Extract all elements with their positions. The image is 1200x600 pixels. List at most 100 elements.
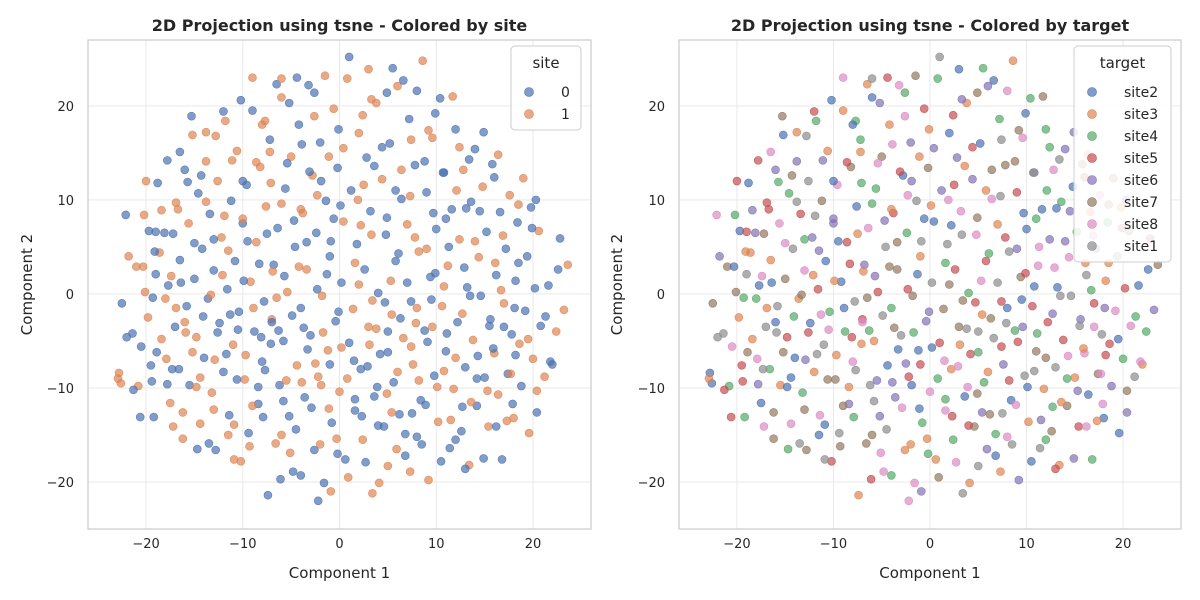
scatter-point: [842, 157, 852, 167]
scatter-point: [510, 303, 519, 313]
scatter-point: [820, 455, 830, 464]
scatter-point: [923, 449, 933, 459]
scatter-point: [1050, 263, 1059, 272]
scatter-point: [240, 375, 250, 384]
scatter-point: [138, 262, 148, 271]
scatter-point: [805, 318, 815, 328]
scatter-point: [862, 293, 872, 302]
scatter-point: [1092, 416, 1102, 426]
scatter-point: [821, 256, 831, 266]
scatter-point: [951, 457, 961, 467]
scatter-point: [292, 361, 302, 370]
x-tick-label: 20: [525, 537, 542, 552]
scatter-point: [163, 156, 172, 165]
scatter-point: [348, 304, 358, 314]
scatter-point: [414, 376, 424, 385]
scatter-point: [404, 114, 414, 124]
scatter-point: [744, 178, 753, 188]
scatter-point: [493, 150, 503, 160]
scatter-point: [139, 210, 149, 220]
scatter-point: [902, 228, 912, 238]
scatter-point: [422, 244, 431, 254]
scatter-point: [265, 135, 275, 144]
scatter-point: [766, 255, 776, 265]
scatter-point: [536, 321, 546, 331]
scatter-point: [455, 142, 464, 152]
scatter-point: [947, 411, 957, 421]
scatter-point: [173, 204, 183, 214]
scatter-point: [284, 411, 294, 421]
scatter-point: [973, 88, 982, 97]
scatter-point: [802, 131, 811, 141]
scatter-point: [786, 373, 796, 382]
scatter-point: [1070, 373, 1080, 382]
scatter-point: [1041, 353, 1051, 363]
scatter-point: [900, 111, 910, 121]
scatter-point: [1069, 454, 1079, 463]
scatter-point: [341, 455, 350, 464]
scatter-point: [742, 269, 751, 279]
scatter-point: [924, 307, 934, 317]
scatter-point: [325, 251, 335, 261]
scatter-point: [1120, 283, 1130, 293]
scatter-point: [460, 464, 470, 474]
scatter-point: [339, 217, 348, 226]
scatter-point: [388, 63, 398, 73]
scatter-point: [193, 444, 202, 454]
scatter-point: [1012, 244, 1022, 254]
scatter-point: [178, 408, 188, 417]
scatter-point: [382, 389, 392, 398]
scatter-point: [991, 429, 1000, 439]
scatter-point: [377, 142, 387, 152]
scatter-point: [742, 227, 751, 237]
scatter-point: [122, 332, 131, 342]
scatter-point: [774, 177, 783, 187]
scatter-point: [551, 327, 561, 336]
scatter-point: [916, 251, 925, 261]
scatter-point: [412, 86, 422, 96]
legend-label: site7: [1124, 195, 1158, 211]
scatter-point: [910, 478, 919, 488]
scatter-point: [385, 139, 395, 148]
scatter-point: [952, 153, 962, 162]
scatter-point: [929, 143, 939, 153]
scatter-point: [201, 157, 211, 166]
scatter-point: [271, 439, 280, 448]
scatter-point: [977, 310, 987, 319]
scatter-point: [1024, 417, 1033, 427]
legend-title: target: [1100, 54, 1146, 72]
scatter-point: [329, 214, 338, 223]
scatter-point: [318, 328, 328, 337]
scatter-point: [488, 159, 497, 169]
scatter-point: [464, 155, 474, 164]
scatter-point: [1014, 475, 1024, 485]
scatter-point: [559, 305, 569, 315]
legend-marker: [524, 109, 534, 119]
x-tick-label: 10: [428, 537, 445, 552]
scatter-point: [363, 362, 372, 371]
scatter-point: [267, 317, 277, 327]
scatter-point: [1032, 329, 1042, 338]
scatter-point: [382, 88, 392, 97]
scatter-point: [1087, 455, 1097, 464]
scatter-point: [496, 285, 506, 295]
scatter-point: [1098, 399, 1108, 409]
scatter-point: [792, 127, 802, 137]
scatter-point: [333, 449, 342, 459]
scatter-point: [964, 421, 973, 430]
scatter-point: [153, 178, 162, 188]
scatter-point: [513, 218, 522, 227]
scatter-point: [412, 303, 422, 313]
legend-marker: [1087, 87, 1097, 97]
scatter-point: [849, 412, 859, 422]
scatter-point: [288, 467, 298, 476]
scatter-point: [1007, 440, 1017, 449]
scatter-point: [346, 186, 356, 195]
scatter-point: [1045, 142, 1055, 152]
legend-label: site3: [1124, 107, 1158, 123]
scatter-point: [987, 194, 997, 204]
x-tick-label: 20: [1115, 537, 1132, 552]
scatter-point: [374, 478, 384, 488]
scatter-point: [448, 92, 457, 101]
